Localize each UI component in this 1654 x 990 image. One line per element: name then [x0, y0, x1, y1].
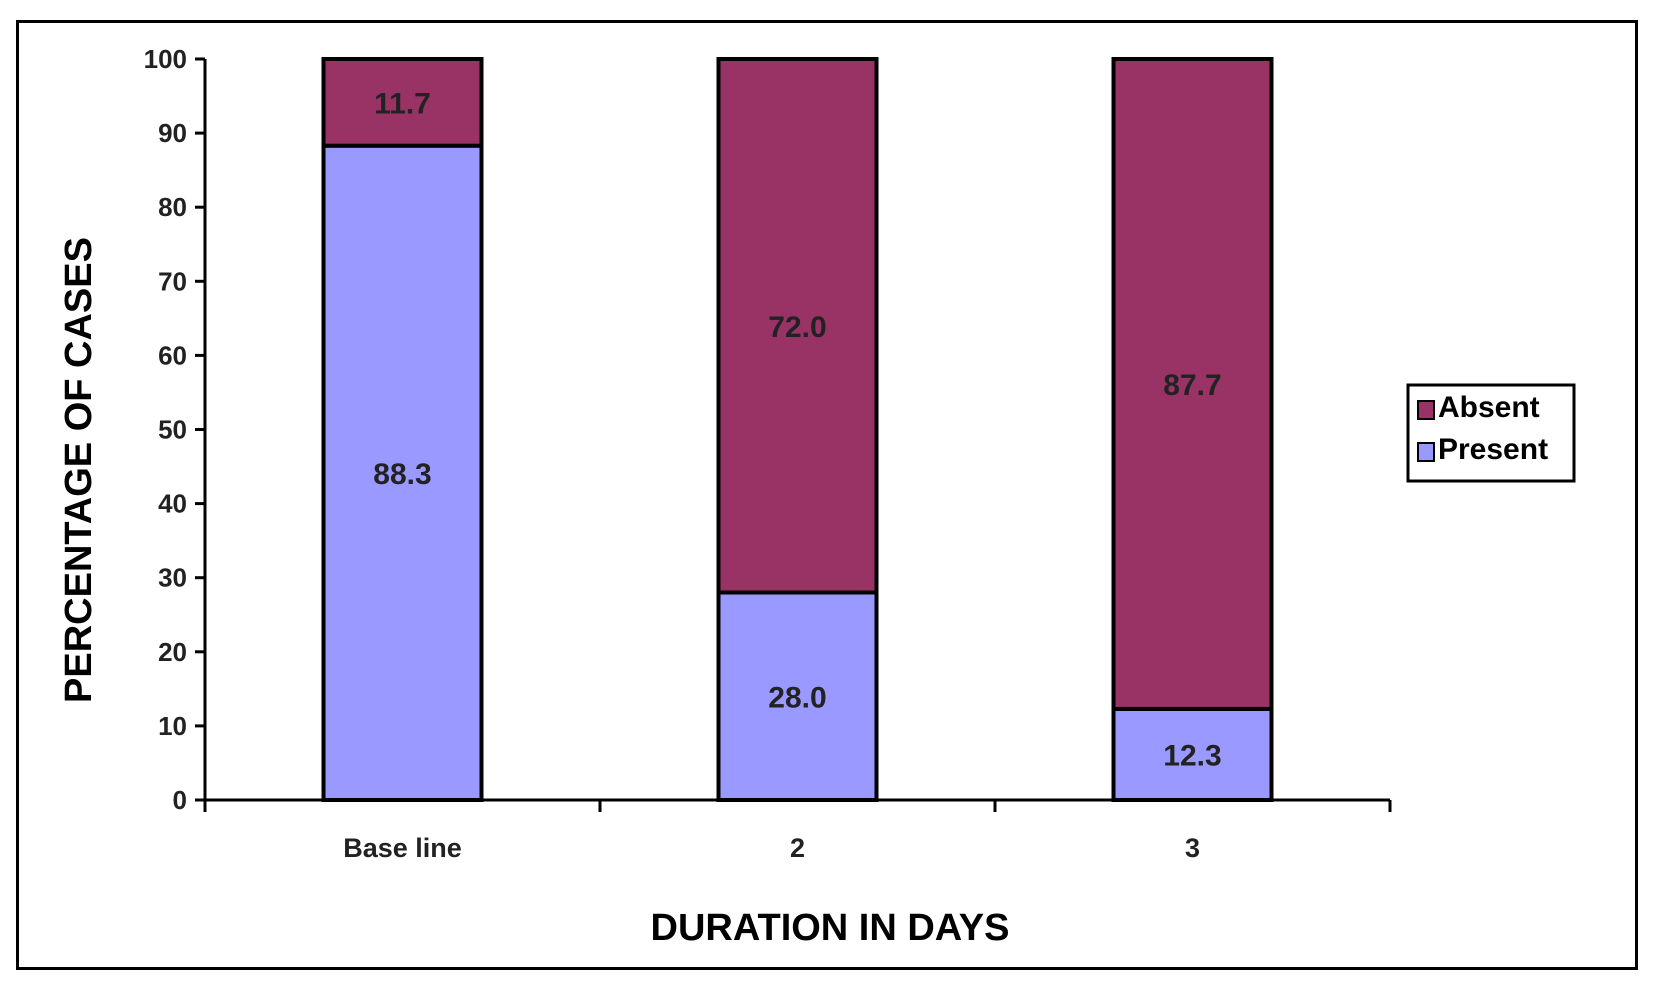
bar-present-1 — [716, 590, 879, 802]
data-label-present-2: 12.3 — [1163, 739, 1221, 772]
bars-layer — [321, 57, 1274, 803]
data-label-present-0: 88.3 — [373, 458, 431, 491]
axes-layer — [195, 57, 1392, 812]
bar-present-0 — [321, 143, 484, 802]
x-tick-label-2: 3 — [1185, 833, 1200, 863]
data-label-absent-2: 87.7 — [1163, 369, 1221, 402]
data-label-present-1: 28.0 — [768, 681, 826, 714]
x-axis-title: DURATION IN DAYS — [651, 907, 1010, 949]
y-tick-label-0: 0 — [173, 785, 187, 815]
x-tick-label-1: 2 — [790, 833, 805, 863]
bar-absent-2 — [1111, 57, 1274, 711]
legend-box — [1406, 383, 1576, 483]
y-tick-label-40: 40 — [158, 489, 187, 519]
bar-present-2 — [1111, 706, 1274, 803]
y-tick-label-50: 50 — [158, 415, 187, 445]
y-tick-label-100: 100 — [144, 44, 187, 74]
bar-absent-1 — [716, 57, 879, 595]
data-label-absent-1: 72.0 — [768, 311, 826, 344]
legend-label-present: Present — [1438, 433, 1548, 466]
legend-label-absent: Absent — [1438, 391, 1540, 424]
x-tick-label-0: Base line — [343, 833, 462, 863]
data-label-absent-0: 11.7 — [374, 87, 431, 120]
y-tick-label-20: 20 — [158, 637, 187, 667]
y-axis-title: PERCENTAGE OF CASES — [58, 237, 100, 703]
y-tick-label-10: 10 — [158, 711, 187, 741]
bar-absent-0 — [321, 57, 484, 148]
legend: Absent Present — [1406, 383, 1576, 483]
y-tick-label-70: 70 — [158, 266, 187, 296]
legend-swatch-absent — [1417, 400, 1435, 420]
y-tick-label-60: 60 — [158, 340, 187, 370]
y-tick-label-90: 90 — [158, 118, 187, 148]
y-tick-label-80: 80 — [158, 192, 187, 222]
y-tick-label-30: 30 — [158, 563, 187, 593]
legend-swatch-present — [1417, 442, 1435, 462]
